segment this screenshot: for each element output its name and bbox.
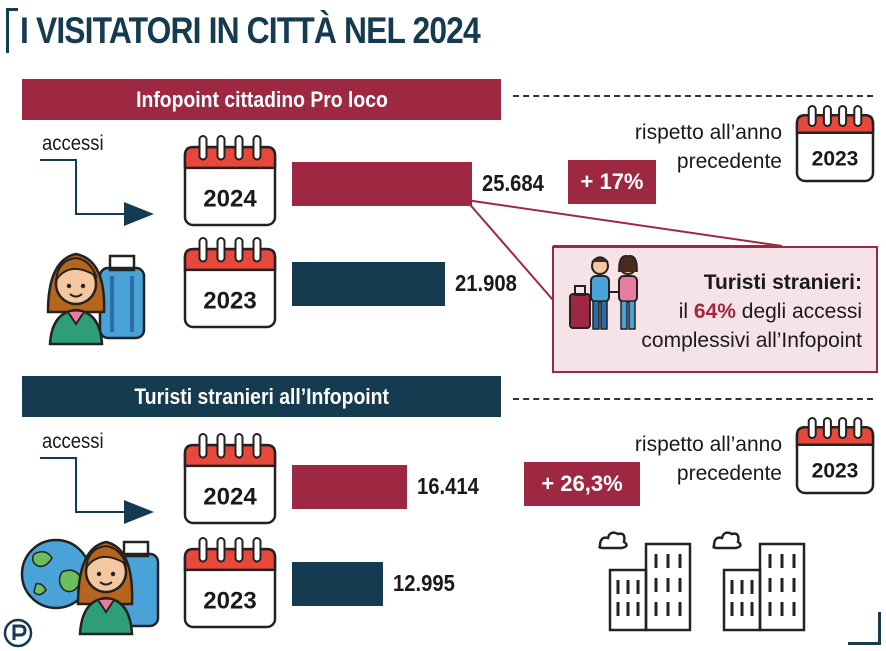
section2-change-badge: + 26,3%: [524, 462, 640, 506]
bar-2023: [292, 262, 445, 306]
bar-2023: [292, 562, 383, 606]
section2-banner: Turisti stranieri all’Infopoint: [22, 376, 501, 417]
calendar-icon: 2023: [183, 237, 277, 329]
calendar-icon: 2024: [183, 135, 277, 227]
title-corner-mark: [6, 8, 18, 53]
bar-value-label: 16.414: [417, 473, 479, 499]
section1-comparison-text: rispetto all’anno precedente: [634, 121, 782, 173]
section2-accessi-label: accessi: [42, 430, 104, 453]
section2-arrow-icon: [40, 457, 154, 524]
section1-accessi-label: accessi: [42, 132, 104, 155]
calendar-year-label: 2024: [203, 483, 257, 510]
calendar-year-label: 2023: [812, 148, 859, 171]
calendar-year-label: 2024: [203, 185, 257, 212]
callout-heading: Turisti stranieri:: [703, 271, 862, 294]
bar-value-label: 12.995: [393, 570, 455, 596]
page-title: I VISITATORI IN CITTÀ NEL 2024: [20, 10, 481, 51]
city-buildings-icon: [712, 531, 806, 632]
section1-title: Infopoint cittadino Pro loco: [135, 86, 388, 112]
callout-text: Turisti stranieri: il 64% degli accessi …: [620, 268, 862, 355]
tourist-couple-icon: [569, 255, 638, 330]
section2-divider: [513, 398, 873, 400]
section1-divider: [513, 95, 873, 97]
bar-value-label: 21.908: [455, 270, 517, 296]
calendar-year-label: 2023: [812, 460, 859, 483]
section2-title: Turisti stranieri all’Infopoint: [134, 383, 389, 409]
bottom-right-corner-mark: [848, 612, 881, 645]
section1-change-badge: + 17%: [568, 160, 656, 204]
bar-value-label: 25.684: [482, 170, 544, 196]
callout-line2: il 64% degli accessi: [678, 300, 862, 323]
calendar-year-label: 2023: [203, 287, 256, 314]
calendar-icon: 2023: [183, 537, 277, 629]
calendar-icon: 2024: [183, 433, 277, 525]
section2-comparison-text: rispetto all’anno precedente: [634, 433, 782, 485]
section1-arrow-icon: [40, 159, 154, 226]
city-buildings-icon: [598, 531, 692, 632]
bar-2024: [292, 162, 472, 206]
comparison-calendar-icon: 2023: [795, 105, 875, 183]
comparison-calendar-icon: 2023: [795, 417, 875, 495]
callout-line3: complessivi all’Infopoint: [641, 329, 862, 352]
bar-2024: [292, 465, 407, 509]
section1-banner: Infopoint cittadino Pro loco: [22, 79, 501, 120]
publisher-logo-icon: [3, 618, 33, 648]
tourist-with-suitcase-icon: [46, 252, 146, 346]
calendar-year-label: 2023: [203, 587, 256, 614]
globe-icon: [20, 538, 160, 636]
